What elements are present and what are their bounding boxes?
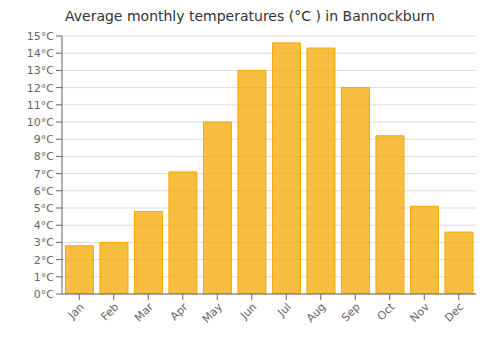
svg-text:Dec: Dec: [442, 300, 466, 324]
svg-text:Jun: Jun: [237, 300, 259, 322]
svg-text:14°C: 14°C: [27, 47, 54, 60]
svg-text:6°C: 6°C: [34, 185, 54, 198]
svg-text:5°C: 5°C: [34, 202, 54, 215]
svg-text:3°C: 3°C: [34, 236, 54, 249]
svg-text:12°C: 12°C: [27, 82, 54, 95]
svg-text:8°C: 8°C: [34, 150, 54, 163]
svg-text:Aug: Aug: [304, 300, 328, 324]
svg-text:15°C: 15°C: [27, 30, 54, 43]
svg-text:10°C: 10°C: [27, 116, 54, 129]
svg-text:Feb: Feb: [98, 300, 121, 323]
svg-text:May: May: [200, 300, 226, 326]
html-text:Average monthly temperatures (: Average monthly temperatures (°C ) in Ba…: [65, 8, 435, 24]
svg-text:1°C: 1°C: [34, 271, 54, 284]
svg-text:Apr: Apr: [168, 300, 191, 323]
svg-text:2°C: 2°C: [34, 254, 54, 267]
svg-text:4°C: 4°C: [34, 219, 54, 232]
svg-text:Oct: Oct: [375, 300, 398, 323]
svg-text:Jul: Jul: [275, 300, 294, 319]
svg-text:11°C: 11°C: [27, 99, 54, 112]
svg-text:Sep: Sep: [339, 300, 363, 324]
svg-text:Mar: Mar: [132, 300, 156, 324]
svg-text:13°C: 13°C: [27, 64, 54, 77]
svg-text:0°C: 0°C: [34, 288, 54, 301]
svg-text:Nov: Nov: [408, 300, 433, 325]
svg-text:9°C: 9°C: [34, 133, 54, 146]
svg-text:7°C: 7°C: [34, 168, 54, 181]
svg-text:Jan: Jan: [65, 300, 87, 322]
